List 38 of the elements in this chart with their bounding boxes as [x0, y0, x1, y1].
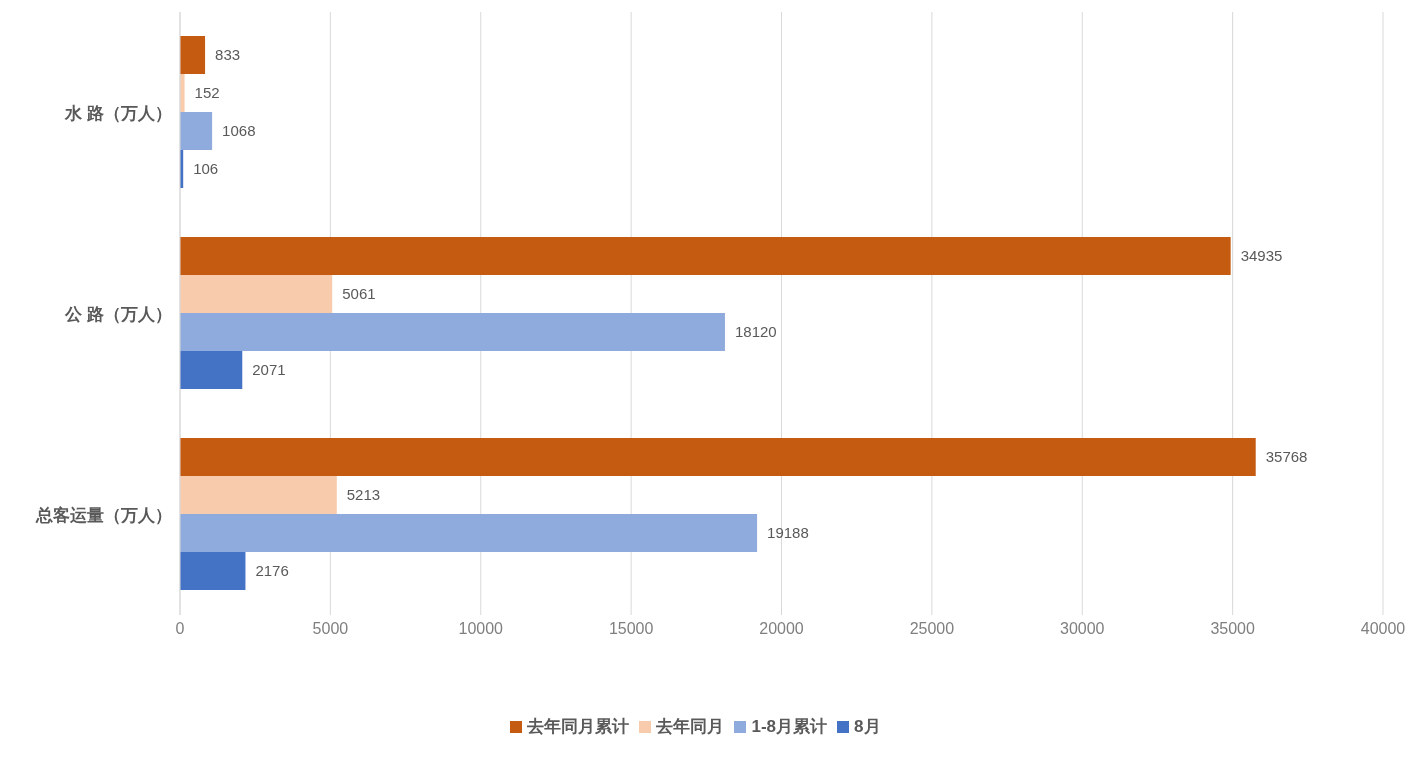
bar	[180, 552, 246, 591]
bar	[180, 514, 758, 553]
bar	[180, 237, 1231, 276]
x-tick-label: 5000	[312, 620, 349, 638]
bar	[180, 351, 243, 390]
data-label: 833	[215, 46, 241, 64]
y-tick-label: 水 路（万人）	[64, 103, 172, 123]
bar	[180, 476, 337, 515]
data-label: 1068	[222, 122, 256, 140]
legend-label: 1-8月累计	[751, 716, 828, 738]
x-tick-label: 40000	[1360, 620, 1406, 638]
data-label: 106	[193, 160, 219, 178]
bar	[180, 275, 333, 314]
data-label: 5061	[342, 285, 376, 303]
legend-label: 去年同月	[656, 716, 725, 738]
x-tick-label: 0	[175, 620, 185, 638]
data-label: 19188	[767, 524, 809, 542]
data-label: 2176	[255, 562, 289, 580]
bar	[180, 313, 725, 352]
x-tick-label: 10000	[458, 620, 504, 638]
bar	[180, 112, 213, 151]
x-tick-label: 35000	[1210, 620, 1255, 638]
x-tick-label: 15000	[608, 620, 654, 638]
y-tick-label: 总客运量（万人）	[35, 505, 172, 525]
x-tick-label: 30000	[1060, 620, 1105, 638]
data-label: 18120	[734, 323, 777, 341]
data-label: 34935	[1240, 247, 1283, 265]
x-tick-label: 20000	[759, 620, 804, 638]
legend-label: 去年同月累计	[527, 716, 630, 738]
data-label: 5213	[346, 486, 381, 504]
x-tick-label: 25000	[909, 620, 955, 638]
data-label: 35768	[1265, 448, 1308, 466]
y-tick-label: 公 路（万人）	[64, 304, 172, 324]
data-label: 152	[194, 84, 220, 102]
data-label: 2071	[252, 361, 286, 379]
bar	[180, 36, 206, 75]
bar	[180, 438, 1256, 477]
legend-label: 8月	[854, 716, 881, 738]
